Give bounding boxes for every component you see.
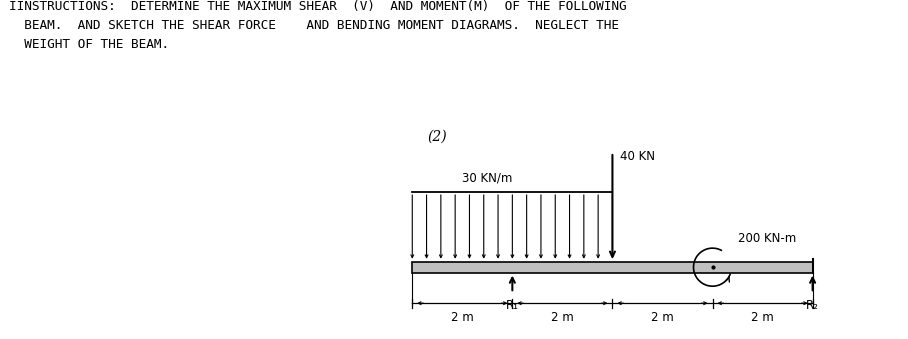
Text: R₁: R₁: [506, 299, 518, 312]
Text: 40 KN: 40 KN: [620, 149, 655, 163]
Text: 2 m: 2 m: [451, 311, 474, 324]
Text: 2 m: 2 m: [651, 311, 674, 324]
Text: 30 KN/m: 30 KN/m: [462, 172, 512, 185]
Text: (2): (2): [428, 129, 447, 143]
Text: 2 m: 2 m: [551, 311, 574, 324]
Text: IINSTRUCTIONS:  DETERMINE THE MAXIMUM SHEAR  (V)  AND MOMENT(M)  OF THE FOLLOWIN: IINSTRUCTIONS: DETERMINE THE MAXIMUM SHE…: [9, 0, 627, 51]
Text: 2 m: 2 m: [751, 311, 774, 324]
Text: 200 KN-m: 200 KN-m: [737, 232, 795, 245]
Bar: [412, 262, 813, 273]
Text: R₂: R₂: [806, 299, 819, 312]
